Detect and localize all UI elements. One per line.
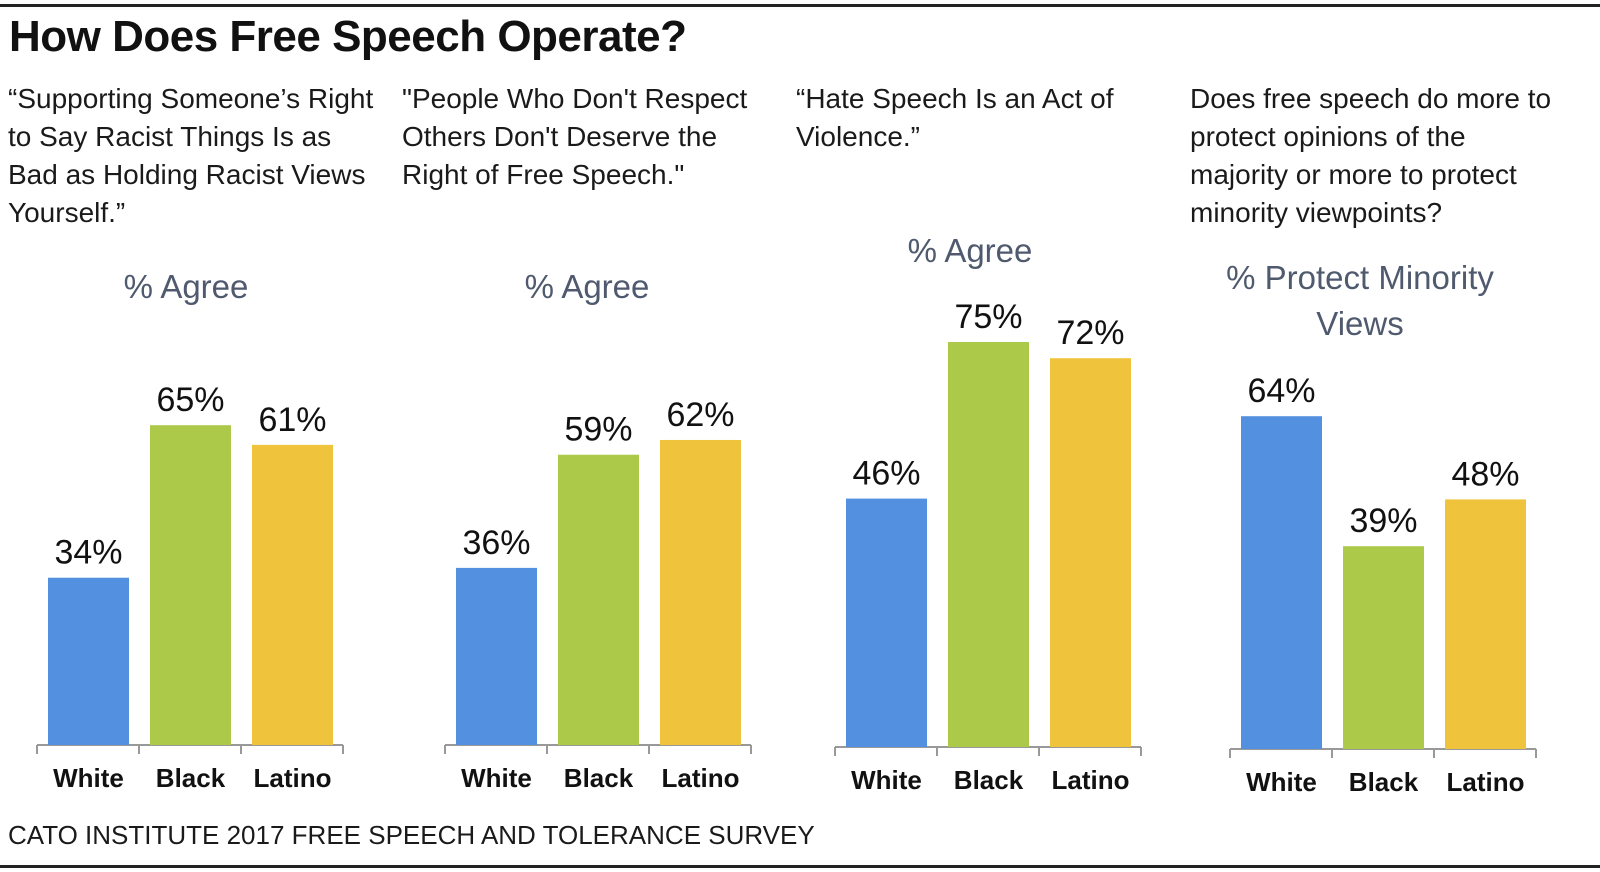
chart-2-bar-latino bbox=[660, 439, 741, 745]
chart-4-category-label-white: White bbox=[1246, 767, 1317, 797]
chart-2-category-label-white: White bbox=[461, 763, 532, 793]
chart-2-bar-black bbox=[558, 454, 639, 745]
chart-3-bar-latino bbox=[1050, 358, 1131, 747]
chart-4-value-label-white: 64% bbox=[1247, 372, 1315, 410]
chart-4-bar-latino bbox=[1445, 499, 1526, 749]
chart-2-bar-white bbox=[456, 567, 537, 745]
chart-3-value-label-white: 46% bbox=[852, 455, 920, 493]
chart-3-value-label-black: 75% bbox=[954, 298, 1022, 336]
chart-4-question: Does free speech do more to protect opin… bbox=[1190, 83, 1552, 228]
chart-4-bar-white bbox=[1241, 416, 1322, 749]
chart-2-measure-label: % Agree bbox=[524, 268, 650, 305]
chart-4-bar-black bbox=[1343, 546, 1424, 749]
chart-2-question: "People Who Don't Respect Others Don't D… bbox=[402, 83, 748, 190]
chart-4-measure-label: % Protect Minority Views bbox=[1226, 259, 1494, 342]
chart-3-bar-black bbox=[948, 342, 1029, 747]
chart-1-bar-white bbox=[48, 577, 129, 745]
chart-3-bar-white bbox=[846, 498, 927, 747]
chart-3-value-label-latino: 72% bbox=[1056, 314, 1124, 352]
chart-2-value-label-white: 36% bbox=[462, 524, 530, 562]
chart-1-question: “Supporting Someone’s Right to Say Racis… bbox=[8, 83, 374, 228]
chart-1-bar-black bbox=[150, 425, 231, 745]
chart-1-category-label-black: Black bbox=[156, 763, 226, 793]
chart-1-category-label-latino: Latino bbox=[254, 763, 332, 793]
chart-1-value-label-white: 34% bbox=[54, 534, 122, 572]
chart-1-bar-latino bbox=[252, 444, 333, 745]
chart-2-category-label-black: Black bbox=[564, 763, 634, 793]
chart-3-category-label-black: Black bbox=[954, 765, 1024, 795]
chart-1-category-label-white: White bbox=[53, 763, 124, 793]
top-rule bbox=[0, 4, 1600, 7]
chart-1-value-label-black: 65% bbox=[156, 381, 224, 419]
chart-4-category-label-black: Black bbox=[1349, 767, 1419, 797]
chart-3-category-label-latino: Latino bbox=[1052, 765, 1130, 795]
chart-3-question: “Hate Speech Is an Act of Violence.” bbox=[796, 83, 1114, 152]
chart-4-category-label-latino: Latino bbox=[1447, 767, 1525, 797]
chart-4-value-label-black: 39% bbox=[1349, 502, 1417, 540]
chart-2-value-label-black: 59% bbox=[564, 411, 632, 449]
chart-1-value-label-latino: 61% bbox=[258, 401, 326, 439]
chart-4-value-label-latino: 48% bbox=[1451, 455, 1519, 493]
chart-3-measure-label: % Agree bbox=[907, 232, 1033, 269]
page-title: How Does Free Speech Operate? bbox=[9, 12, 687, 61]
bottom-rule bbox=[0, 865, 1600, 868]
chart-1-measure-label: % Agree bbox=[123, 268, 249, 305]
chart-3-category-label-white: White bbox=[851, 765, 922, 795]
chart-2-category-label-latino: Latino bbox=[662, 763, 740, 793]
source-note: CATO INSTITUTE 2017 FREE SPEECH AND TOLE… bbox=[8, 820, 815, 850]
chart-2-value-label-latino: 62% bbox=[666, 396, 734, 434]
